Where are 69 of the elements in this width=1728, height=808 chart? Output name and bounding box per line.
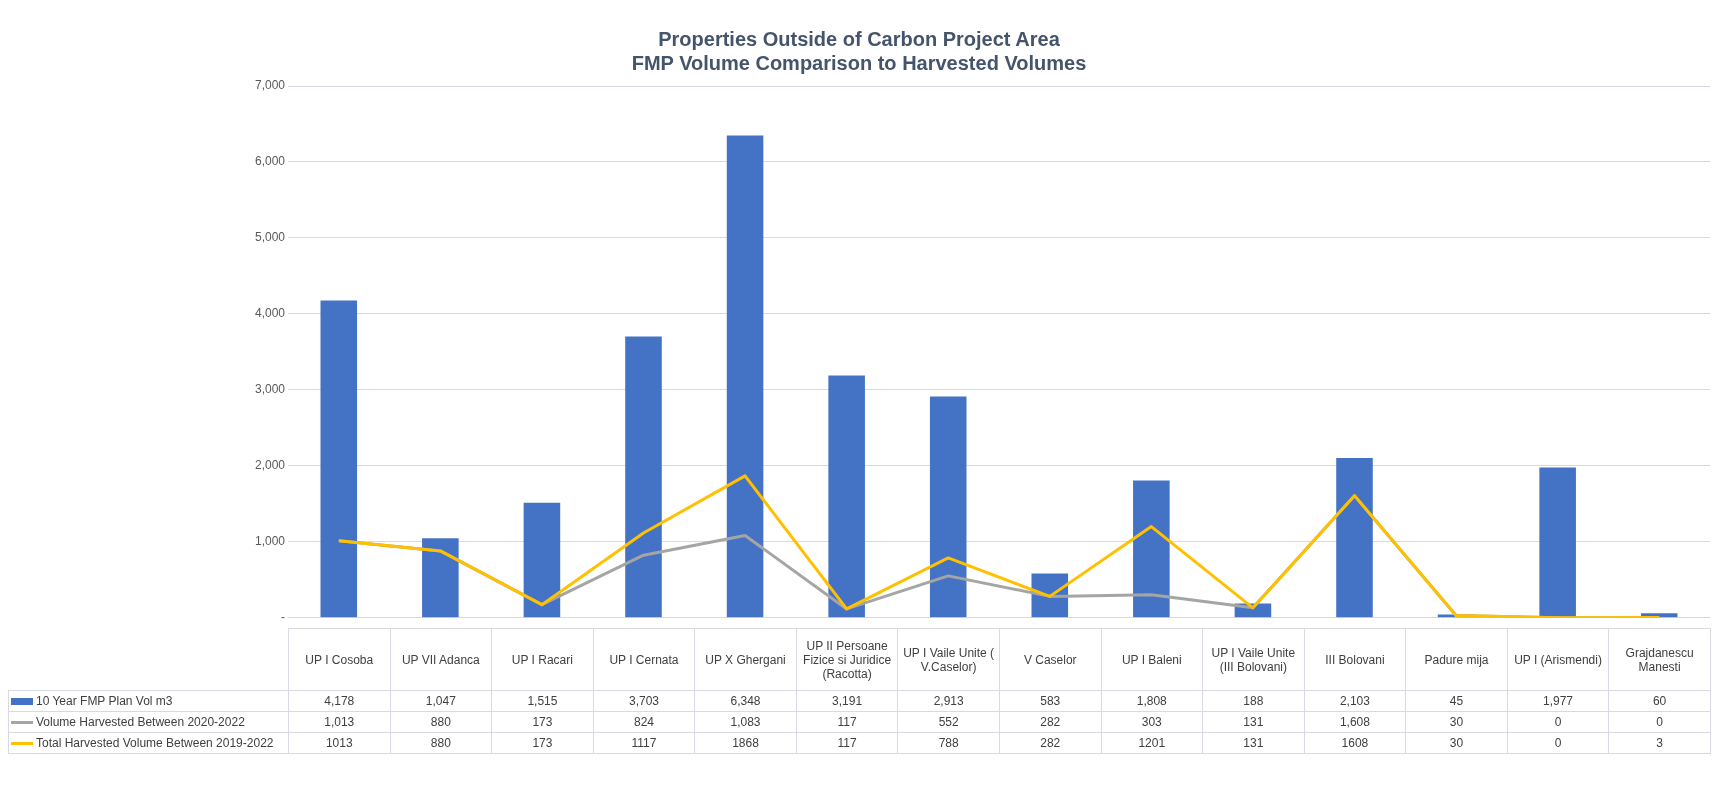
x-tick-label: UP I Racari [491, 628, 594, 691]
data-label: 173 [491, 732, 594, 754]
data-label: 1868 [694, 732, 797, 754]
data-label: 824 [593, 711, 695, 733]
y-tick-label: 6,000 [254, 154, 286, 169]
chart-subtitle: FMP Volume Comparison to Harvested Volumes [631, 51, 1087, 74]
data-label: 131 [1202, 732, 1305, 754]
data-label: 6,348 [694, 690, 797, 712]
data-label: 282 [999, 711, 1101, 733]
data-label: 1013 [288, 732, 391, 754]
data-label: 30 [1405, 732, 1508, 754]
y-tick-label: 7,000 [254, 78, 286, 93]
x-tick-label: Padure mija [1405, 628, 1508, 691]
x-tick-label: UP X Ghergani [694, 628, 797, 691]
data-label: 0 [1507, 732, 1609, 754]
x-tick-label: UP I Vaile Unite ( V.Caselor) [897, 628, 1000, 691]
data-label: 3 [1608, 732, 1711, 754]
data-label: 117 [796, 732, 898, 754]
y-tick-label: - [281, 610, 285, 625]
data-label: 1,808 [1101, 690, 1203, 712]
data-label: 583 [999, 690, 1101, 712]
data-label: 1,977 [1507, 690, 1609, 712]
data-label: 1608 [1304, 732, 1406, 754]
data-label: 880 [390, 732, 492, 754]
data-label: 2,103 [1304, 690, 1406, 712]
x-tick-label: UP I Cosoba [288, 628, 391, 691]
data-label: 0 [1507, 711, 1609, 733]
y-tick-label: 1,000 [254, 534, 286, 549]
data-label: 1,608 [1304, 711, 1406, 733]
data-label: 60 [1608, 690, 1711, 712]
data-label: 0 [1608, 711, 1711, 733]
data-label: 1201 [1101, 732, 1203, 754]
x-tick-label: UP I (Arismendi) [1507, 628, 1609, 691]
legend-label: Volume Harvested Between 2020-2022 [36, 715, 245, 729]
data-label: 131 [1202, 711, 1305, 733]
legend-label: Total Harvested Volume Between 2019-2022 [36, 736, 274, 750]
data-label: 117 [796, 711, 898, 733]
data-label: 3,703 [593, 690, 695, 712]
x-tick-label: UP I Vaile Unite (III Bolovani) [1202, 628, 1305, 691]
data-label: 1,515 [491, 690, 594, 712]
data-label: 173 [491, 711, 594, 733]
data-label: 552 [897, 711, 1000, 733]
data-label: 45 [1405, 690, 1508, 712]
data-label: 880 [390, 711, 492, 733]
data-label: 303 [1101, 711, 1203, 733]
y-tick-label: 4,000 [254, 306, 286, 321]
y-tick-label: 2,000 [254, 458, 286, 473]
y-tick-label: 3,000 [254, 382, 286, 397]
data-label: 1117 [593, 732, 695, 754]
data-label: 282 [999, 732, 1101, 754]
x-tick-label: V Caselor [999, 628, 1101, 691]
data-label: 2,913 [897, 690, 1000, 712]
data-label: 1,083 [694, 711, 797, 733]
x-tick-label: UP VII Adanca [390, 628, 492, 691]
y-tick-label: 5,000 [254, 230, 286, 245]
x-tick-label: UP II Persoane Fizice si Juridice (Racotta) [796, 628, 898, 691]
chart-title: Properties Outside of Carbon Project Area [658, 27, 1061, 50]
data-label: 188 [1202, 690, 1305, 712]
x-tick-label: UP I Cernata [593, 628, 695, 691]
data-label: 30 [1405, 711, 1508, 733]
data-label: 4,178 [288, 690, 391, 712]
x-tick-label: III Bolovani [1304, 628, 1406, 691]
x-tick-label: UP I Baleni [1101, 628, 1203, 691]
legend-label: 10 Year FMP Plan Vol m3 [36, 694, 173, 708]
data-label: 1,013 [288, 711, 391, 733]
data-label: 788 [897, 732, 1000, 754]
data-label: 3,191 [796, 690, 898, 712]
data-label: 1,047 [390, 690, 492, 712]
x-tick-label: Grajdanescu Manesti [1608, 628, 1711, 691]
